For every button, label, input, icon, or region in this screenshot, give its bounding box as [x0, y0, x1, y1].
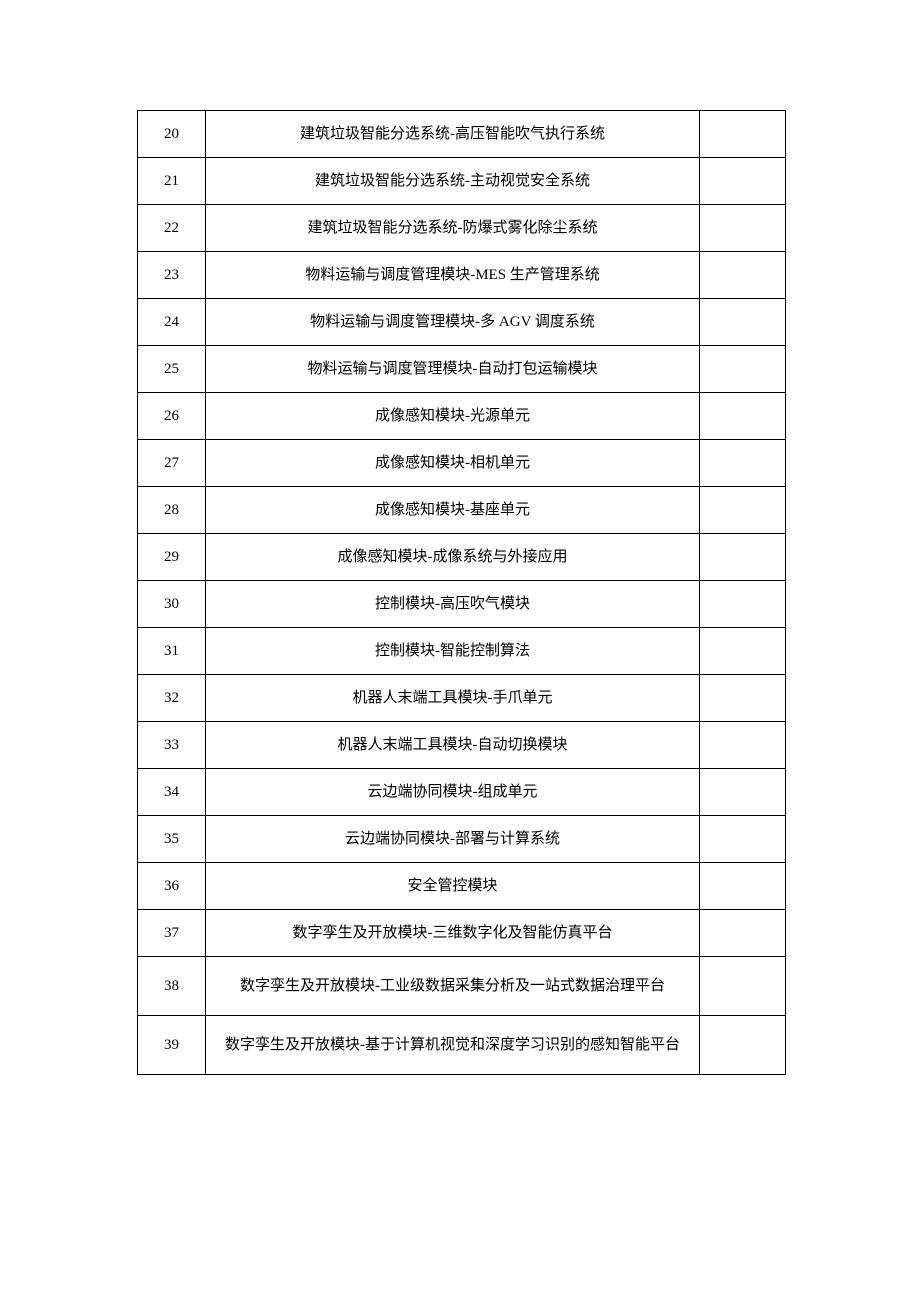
row-description: 云边端协同模块-组成单元: [205, 769, 699, 816]
row-number: 31: [138, 628, 206, 675]
row-number: 23: [138, 252, 206, 299]
row-empty: [700, 816, 786, 863]
row-number: 21: [138, 158, 206, 205]
row-description: 成像感知模块-相机单元: [205, 440, 699, 487]
table-row: 34云边端协同模块-组成单元: [138, 769, 786, 816]
row-number: 22: [138, 205, 206, 252]
table-row: 23物料运输与调度管理模块-MES 生产管理系统: [138, 252, 786, 299]
table-row: 37数字孪生及开放模块-三维数字化及智能仿真平台: [138, 910, 786, 957]
data-table: 20建筑垃圾智能分选系统-高压智能吹气执行系统21建筑垃圾智能分选系统-主动视觉…: [137, 110, 786, 1075]
table-row: 36安全管控模块: [138, 863, 786, 910]
row-number: 26: [138, 393, 206, 440]
table-row: 38数字孪生及开放模块-工业级数据采集分析及一站式数据治理平台: [138, 957, 786, 1016]
row-number: 24: [138, 299, 206, 346]
table-row: 27成像感知模块-相机单元: [138, 440, 786, 487]
table-row: 28成像感知模块-基座单元: [138, 487, 786, 534]
row-empty: [700, 299, 786, 346]
table-row: 31控制模块-智能控制算法: [138, 628, 786, 675]
row-description: 成像感知模块-成像系统与外接应用: [205, 534, 699, 581]
row-description: 控制模块-高压吹气模块: [205, 581, 699, 628]
row-description: 云边端协同模块-部署与计算系统: [205, 816, 699, 863]
row-number: 37: [138, 910, 206, 957]
row-description: 数字孪生及开放模块-基于计算机视觉和深度学习识别的感知智能平台: [205, 1016, 699, 1075]
table-row: 33机器人末端工具模块-自动切换模块: [138, 722, 786, 769]
row-number: 34: [138, 769, 206, 816]
row-number: 36: [138, 863, 206, 910]
row-number: 35: [138, 816, 206, 863]
row-empty: [700, 346, 786, 393]
row-empty: [700, 440, 786, 487]
table-container: 20建筑垃圾智能分选系统-高压智能吹气执行系统21建筑垃圾智能分选系统-主动视觉…: [137, 110, 786, 1075]
row-empty: [700, 1016, 786, 1075]
row-empty: [700, 910, 786, 957]
row-number: 32: [138, 675, 206, 722]
row-empty: [700, 393, 786, 440]
table-body: 20建筑垃圾智能分选系统-高压智能吹气执行系统21建筑垃圾智能分选系统-主动视觉…: [138, 111, 786, 1075]
row-number: 20: [138, 111, 206, 158]
table-row: 35云边端协同模块-部署与计算系统: [138, 816, 786, 863]
row-description: 成像感知模块-基座单元: [205, 487, 699, 534]
row-number: 30: [138, 581, 206, 628]
row-empty: [700, 722, 786, 769]
row-description: 建筑垃圾智能分选系统-高压智能吹气执行系统: [205, 111, 699, 158]
row-description: 物料运输与调度管理模块-MES 生产管理系统: [205, 252, 699, 299]
row-empty: [700, 581, 786, 628]
row-number: 27: [138, 440, 206, 487]
table-row: 26成像感知模块-光源单元: [138, 393, 786, 440]
row-number: 25: [138, 346, 206, 393]
row-description: 机器人末端工具模块-手爪单元: [205, 675, 699, 722]
row-empty: [700, 957, 786, 1016]
row-number: 39: [138, 1016, 206, 1075]
row-number: 28: [138, 487, 206, 534]
row-empty: [700, 205, 786, 252]
row-number: 33: [138, 722, 206, 769]
row-empty: [700, 158, 786, 205]
table-row: 24物料运输与调度管理模块-多 AGV 调度系统: [138, 299, 786, 346]
row-description: 物料运输与调度管理模块-自动打包运输模块: [205, 346, 699, 393]
row-empty: [700, 769, 786, 816]
table-row: 32机器人末端工具模块-手爪单元: [138, 675, 786, 722]
table-row: 30控制模块-高压吹气模块: [138, 581, 786, 628]
row-number: 38: [138, 957, 206, 1016]
row-empty: [700, 111, 786, 158]
row-empty: [700, 863, 786, 910]
table-row: 25物料运输与调度管理模块-自动打包运输模块: [138, 346, 786, 393]
row-empty: [700, 628, 786, 675]
table-row: 22建筑垃圾智能分选系统-防爆式雾化除尘系统: [138, 205, 786, 252]
row-description: 控制模块-智能控制算法: [205, 628, 699, 675]
row-number: 29: [138, 534, 206, 581]
row-empty: [700, 252, 786, 299]
row-description: 物料运输与调度管理模块-多 AGV 调度系统: [205, 299, 699, 346]
row-description: 数字孪生及开放模块-工业级数据采集分析及一站式数据治理平台: [205, 957, 699, 1016]
row-empty: [700, 675, 786, 722]
row-description: 建筑垃圾智能分选系统-防爆式雾化除尘系统: [205, 205, 699, 252]
row-description: 机器人末端工具模块-自动切换模块: [205, 722, 699, 769]
table-row: 39数字孪生及开放模块-基于计算机视觉和深度学习识别的感知智能平台: [138, 1016, 786, 1075]
row-description: 安全管控模块: [205, 863, 699, 910]
row-description: 建筑垃圾智能分选系统-主动视觉安全系统: [205, 158, 699, 205]
table-row: 20建筑垃圾智能分选系统-高压智能吹气执行系统: [138, 111, 786, 158]
row-empty: [700, 487, 786, 534]
table-row: 21建筑垃圾智能分选系统-主动视觉安全系统: [138, 158, 786, 205]
row-description: 数字孪生及开放模块-三维数字化及智能仿真平台: [205, 910, 699, 957]
row-empty: [700, 534, 786, 581]
table-row: 29成像感知模块-成像系统与外接应用: [138, 534, 786, 581]
row-description: 成像感知模块-光源单元: [205, 393, 699, 440]
